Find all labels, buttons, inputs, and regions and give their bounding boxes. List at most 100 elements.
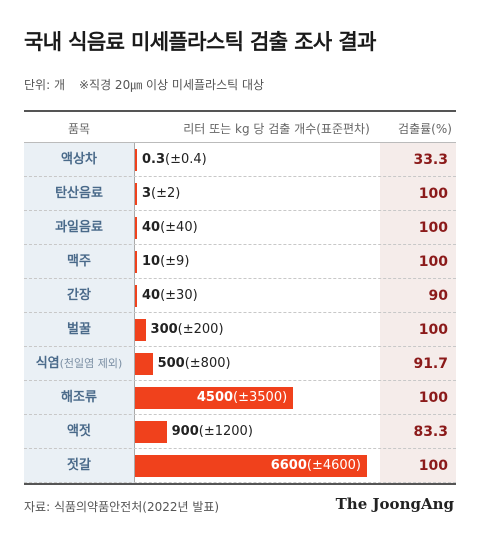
detection-rate: 100 [418, 390, 448, 406]
detection-rate: 100 [418, 254, 448, 270]
category-label: 액젓 [24, 415, 134, 449]
row-divider [24, 414, 456, 415]
table-row: 과일음료 40(±40) 100 [24, 211, 456, 245]
brand-logo: The JoongAng [335, 495, 454, 513]
category-note: (천일염 제외) [59, 357, 123, 370]
value-number: 40 [142, 220, 161, 235]
detection-rate: 100 [418, 220, 448, 236]
row-divider [24, 210, 456, 211]
std-deviation: (±3500) [233, 390, 288, 405]
row-divider [24, 346, 456, 347]
category-name: 과일음료 [55, 220, 103, 235]
row-divider [24, 244, 456, 245]
value-label: 900(±1200) [172, 415, 253, 449]
unit-label: 단위: 개 [24, 78, 65, 92]
value-label: 10(±9) [142, 245, 189, 279]
std-deviation: (±40) [160, 220, 198, 235]
bar [135, 421, 167, 443]
table-row: 액상차 0.3(±0.4) 33.3 [24, 143, 456, 177]
value-number: 0.3 [142, 152, 166, 167]
std-deviation: (±2) [151, 186, 181, 201]
value-label: 3(±2) [142, 177, 180, 211]
std-deviation: (±30) [160, 288, 198, 303]
table-header: 품목 리터 또는 kg 당 검출 개수(표준편차) 검출률(%) [24, 112, 456, 142]
bar [135, 353, 153, 375]
detection-rate: 83.3 [413, 424, 448, 440]
bar [135, 455, 367, 477]
std-deviation: (±200) [177, 322, 224, 337]
row-divider [24, 448, 456, 449]
bar [135, 149, 137, 171]
value-number: 40 [142, 288, 161, 303]
value-number: 3 [142, 186, 152, 201]
value-label: 40(±30) [142, 279, 198, 313]
category-name: 맥주 [67, 254, 91, 269]
category-label: 해조류 [24, 381, 134, 415]
row-divider [24, 482, 456, 483]
category-name: 액상차 [61, 152, 97, 167]
bar [135, 183, 137, 205]
category-name: 식염 [35, 356, 60, 371]
bar [135, 217, 137, 239]
category-name: 벌꿀 [67, 322, 91, 337]
category-name: 탄산음료 [55, 186, 103, 201]
table-row: 벌꿀 300(±200) 100 [24, 313, 456, 347]
detection-rate: 100 [418, 322, 448, 338]
category-column-bg [24, 143, 134, 483]
category-label: 식염(천일염 제외) [24, 347, 134, 381]
std-deviation: (±0.4) [165, 152, 207, 167]
category-label: 벌꿀 [24, 313, 134, 347]
row-divider [24, 380, 456, 381]
category-name: 해조류 [61, 390, 97, 405]
value-number: 4500 [196, 390, 234, 405]
category-label: 과일음료 [24, 211, 134, 245]
value-label: 500(±800) [158, 347, 231, 381]
table-row: 액젓 900(±1200) 83.3 [24, 415, 456, 449]
category-name: 젓갈 [67, 458, 91, 473]
bar [135, 319, 146, 341]
value-label: 6600(±4600) [135, 449, 361, 483]
value-label: 0.3(±0.4) [142, 143, 207, 177]
category-header: 품목 [67, 122, 91, 136]
scope-note: ※직경 20㎛ 이상 미세플라스틱 대상 [78, 78, 265, 92]
table-top-rule [24, 110, 456, 112]
row-divider [24, 176, 456, 177]
header-rule [24, 142, 456, 143]
detection-rate: 33.3 [413, 152, 448, 168]
std-deviation: (±9) [160, 254, 190, 269]
value-header: 리터 또는 kg 당 검출 개수(표준편차) [183, 122, 370, 136]
category-name: 간장 [67, 288, 91, 303]
table-row: 식염(천일염 제외) 500(±800) 91.7 [24, 347, 456, 381]
value-label: 4500(±3500) [135, 381, 287, 415]
rate-header: 검출률(%) [398, 122, 452, 136]
detection-rate: 100 [418, 458, 448, 474]
std-deviation: (±1200) [198, 424, 253, 439]
bar [135, 285, 137, 307]
row-divider [24, 278, 456, 279]
bar [135, 387, 294, 409]
bar [135, 251, 137, 273]
category-label: 맥주 [24, 245, 134, 279]
detection-rate: 100 [418, 186, 448, 202]
bar-axis-line [134, 143, 135, 483]
value-label: 40(±40) [142, 211, 198, 245]
value-number: 6600 [270, 458, 307, 473]
value-number: 900 [171, 424, 199, 439]
category-label: 탄산음료 [24, 177, 134, 211]
rate-column-bg [380, 143, 456, 483]
detection-rate: 90 [428, 288, 448, 304]
source-note: 자료: 식품의약품안전처(2022년 발표) [24, 500, 220, 514]
table-row: 탄산음료 3(±2) 100 [24, 177, 456, 211]
detection-rate: 91.7 [413, 356, 448, 372]
chart-title: 국내 식음료 미세플라스틱 검출 조사 결과 [24, 30, 376, 54]
table-row: 해조류 4500(±3500) 100 [24, 381, 456, 415]
category-label: 액상차 [24, 143, 134, 177]
table-bottom-rule [24, 483, 456, 485]
value-number: 300 [150, 322, 178, 337]
value-number: 10 [142, 254, 161, 269]
value-label: 300(±200) [151, 313, 224, 347]
std-deviation: (±4600) [306, 458, 361, 473]
category-name: 액젓 [67, 424, 91, 439]
table-row: 젓갈 6600(±4600) 100 [24, 449, 456, 483]
